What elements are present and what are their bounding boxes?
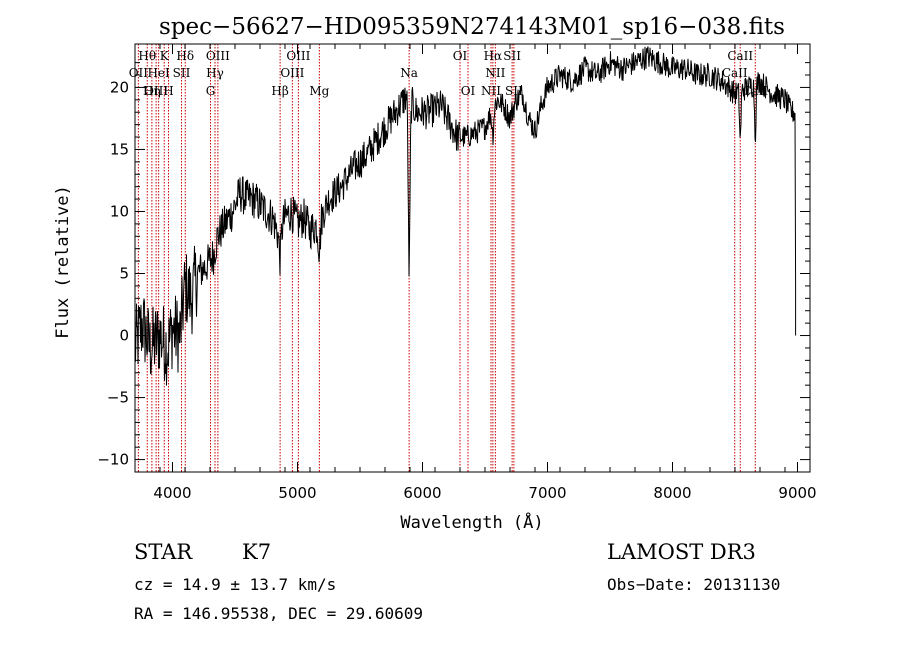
y-tick-label: 5 xyxy=(119,265,129,283)
spectral-line-label: G xyxy=(206,84,216,98)
spectral-line-label: HeI xyxy=(147,66,170,80)
object-class: STAR xyxy=(134,540,193,564)
y-tick-label: 20 xyxy=(110,78,129,96)
x-tick-label: 5000 xyxy=(278,484,316,502)
spectral-line-label: K xyxy=(160,49,170,63)
spectral-line-label: CaII xyxy=(742,84,768,98)
spectral-line-label: Hγ xyxy=(206,66,224,80)
spectral-line-label: NII xyxy=(481,84,501,98)
spectrum-line xyxy=(134,46,797,386)
chart-title: spec−56627−HD095359N274143M01_sp16−038.f… xyxy=(159,14,785,40)
spectral-line-label: Hθ xyxy=(138,49,156,63)
spectral-line-label: H xyxy=(163,84,173,98)
spectral-line-label: OIII xyxy=(286,49,310,63)
x-axis-label: Wavelength (Å) xyxy=(400,511,543,533)
spectral-line-label: Hβ xyxy=(271,84,288,98)
plot-frame xyxy=(134,43,811,473)
spectral-line-label: Hα xyxy=(484,49,503,63)
ra-dec-coordinates: RA = 146.95538, DEC = 29.60609 xyxy=(134,604,423,623)
y-tick-label: −5 xyxy=(107,389,129,407)
y-tick-label: 10 xyxy=(110,202,129,220)
spectral-line-label: Hη xyxy=(143,84,161,98)
spectral-line-label: CaII xyxy=(727,49,753,63)
observation-date: Obs−Date: 20131130 xyxy=(607,575,781,594)
spectral-line-label: SII xyxy=(173,66,191,80)
y-tick-label: 0 xyxy=(119,327,129,345)
spectral-line-label: OI xyxy=(461,84,476,98)
object-subclass: K7 xyxy=(242,540,272,564)
x-tick-label: 6000 xyxy=(403,484,441,502)
y-axis-label: Flux (relative) xyxy=(53,185,73,339)
x-tick-label: 9000 xyxy=(778,484,816,502)
spectral-line-label: OI xyxy=(453,49,468,63)
x-tick-label: 7000 xyxy=(528,484,566,502)
spectral-line-label: CaII xyxy=(722,66,748,80)
axis-ticks: 4000 5000 6000 7000 8000 9000 −10 −5 0 5 10 15 20 xyxy=(97,44,817,502)
y-tick-label: 15 xyxy=(110,140,129,158)
x-tick-label: 4000 xyxy=(153,484,191,502)
spectral-line-label: OIII xyxy=(206,49,230,63)
spectral-line-label: Mg xyxy=(309,84,329,98)
spectral-line-label: SII xyxy=(505,84,523,98)
redshift-cz: cz = 14.9 ± 13.7 km/s xyxy=(134,575,337,594)
spectral-line-label: SII xyxy=(503,49,521,63)
survey-name: LAMOST DR3 xyxy=(607,540,756,564)
spectral-line-label: Hδ xyxy=(176,49,194,63)
spectral-line-label: OIII xyxy=(144,84,168,98)
x-tick-label: 8000 xyxy=(653,484,691,502)
y-tick-label: −10 xyxy=(97,451,129,469)
spectral-line-label: NII xyxy=(485,66,505,80)
spectral-line-label: Na xyxy=(400,66,418,80)
spectral-line-markers xyxy=(137,44,756,472)
spectral-line-label: OII xyxy=(129,66,149,80)
spectral-line-label: OIII xyxy=(280,66,304,80)
